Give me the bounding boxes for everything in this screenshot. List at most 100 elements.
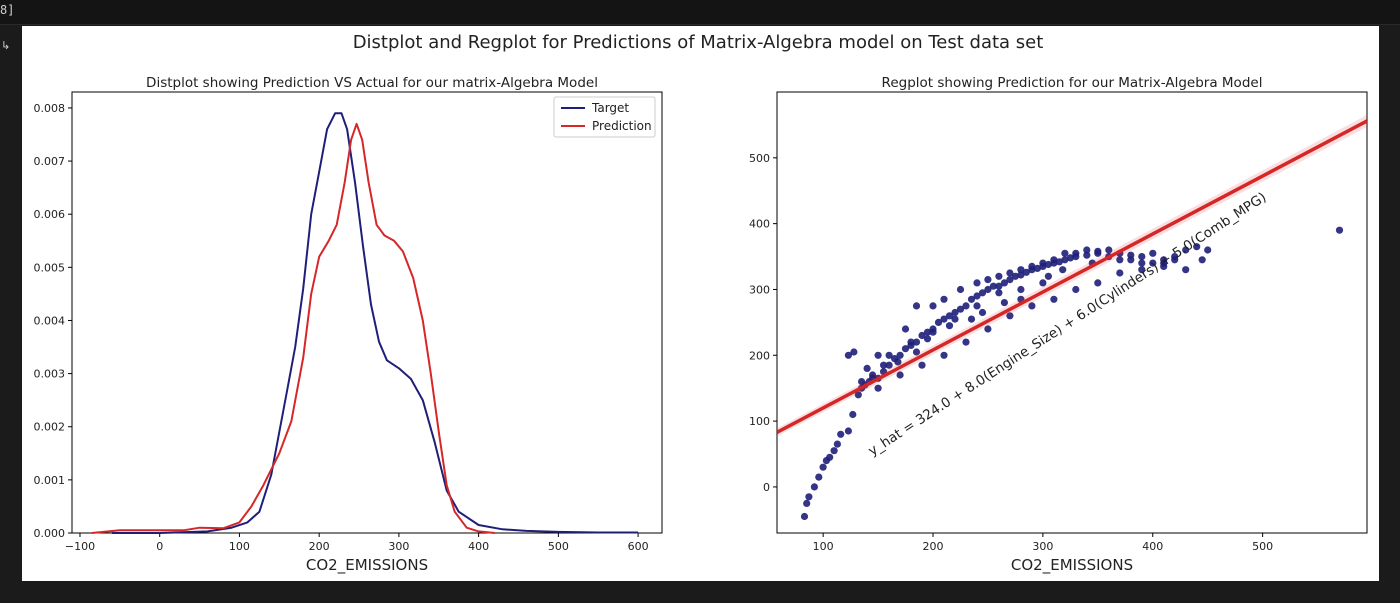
y-tick-label: 0.001 (34, 474, 66, 487)
scatter-point (1059, 266, 1067, 274)
scatter-point (1204, 246, 1212, 254)
x-tick-label: 100 (229, 540, 250, 553)
regplot-annotation: y_hat = 324.0 + 8.0(Engine_Size) + 6.0(C… (865, 189, 1269, 459)
y-tick-label: 0.006 (34, 208, 66, 221)
scatter-point (1017, 285, 1025, 294)
scatter-point (1138, 259, 1146, 267)
scatter-point (978, 289, 987, 297)
scatter-point (1138, 266, 1146, 274)
scatter-point (1182, 266, 1190, 274)
y-tick-label: 400 (749, 218, 770, 231)
scatter-point (956, 305, 965, 313)
x-tick-label: 500 (1252, 540, 1273, 553)
scatter-point (901, 325, 910, 333)
y-tick-label: 0.005 (34, 261, 66, 274)
scatter-point (967, 315, 976, 323)
scatter-point (1160, 256, 1168, 264)
legend-prediction-label: Prediction (592, 119, 652, 133)
legend-target-label: Target (591, 101, 629, 115)
scatter-point (995, 289, 1003, 297)
scatter-point (1116, 269, 1124, 277)
scatter-point (973, 302, 981, 310)
scatter-point (1094, 279, 1102, 287)
y-tick-label: 0.002 (34, 421, 66, 434)
scatter-point (1094, 247, 1102, 255)
x-tick-label: 600 (628, 540, 649, 553)
scatter-point (995, 282, 1003, 290)
scatter-point (945, 322, 954, 330)
scatter-point (1039, 259, 1047, 267)
scatter-point (849, 410, 857, 419)
x-tick-label: 300 (388, 540, 409, 553)
y-tick-label: 100 (749, 415, 770, 428)
distplot-x-ticks: −100 0 100 200 300 400 500 600 (65, 533, 649, 553)
scatter-point (1149, 249, 1157, 257)
scatter-point (1066, 254, 1074, 262)
scatter-point (863, 364, 871, 372)
distplot-axes-frame (71, 91, 663, 534)
scatter-point (951, 308, 959, 317)
scatter-point (1028, 262, 1036, 270)
scatter-point (934, 318, 943, 326)
y-tick-label: 0.008 (34, 102, 66, 115)
scatter-point (1061, 249, 1069, 257)
scatter-point (803, 499, 811, 507)
scatter-point (962, 338, 970, 346)
scatter-point (1028, 302, 1036, 310)
scatter-point (819, 463, 827, 471)
scatter-point (1044, 260, 1052, 269)
scatter-point (880, 361, 888, 369)
scatter-point (844, 427, 853, 435)
scatter-point (901, 345, 910, 353)
figure-suptitle: Distplot and Regplot for Predictions of … (353, 32, 1044, 53)
scatter-point (1055, 258, 1063, 266)
y-tick-label: 200 (749, 349, 770, 362)
regplot-x-ticks: 100 200 300 400 500 (813, 533, 1273, 553)
scatter-point (978, 308, 987, 317)
x-tick-label: 200 (309, 540, 330, 553)
scatter-point (826, 453, 834, 461)
scatter-point (1050, 295, 1058, 303)
scatter-point (1061, 256, 1069, 264)
scatter-point (1182, 246, 1190, 254)
scatter-point (907, 338, 915, 346)
scatter-point (918, 331, 926, 340)
regplot-axes-frame (776, 91, 1368, 534)
scatter-point (885, 351, 893, 359)
scatter-point (844, 351, 853, 359)
scatter-point (940, 295, 948, 303)
x-tick-label: 400 (468, 540, 489, 553)
scatter-point (1160, 262, 1168, 270)
y-tick-label: 0.000 (34, 527, 66, 540)
cell-prompt: 8] (0, 3, 15, 17)
scatter-point (912, 338, 921, 346)
regplot-x-label: CO2_EMISSIONS (1011, 556, 1133, 575)
scatter-point (896, 351, 904, 359)
scatter-point (1072, 285, 1080, 294)
scatter-point (810, 483, 819, 491)
scatter-point (854, 391, 862, 399)
scatter-point (984, 285, 992, 294)
x-tick-label: 100 (813, 540, 834, 553)
scatter-point (815, 473, 823, 481)
regplot-title: Regplot showing Prediction for our Matri… (882, 75, 1263, 91)
regplot-points (800, 226, 1344, 521)
x-tick-label: 300 (1032, 540, 1053, 553)
scatter-point (1072, 249, 1080, 257)
scatter-point (894, 358, 902, 366)
scatter-point (885, 361, 893, 369)
scatter-point (1039, 279, 1047, 287)
scatter-point (850, 348, 858, 356)
scatter-point (923, 335, 932, 343)
output-arrow-icon[interactable]: ↳ (1, 39, 11, 52)
scatter-point (1138, 253, 1146, 261)
scatter-point (923, 328, 932, 336)
scatter-point (951, 315, 959, 323)
scatter-point (945, 312, 954, 320)
scatter-point (1006, 312, 1014, 320)
scatter-point (874, 384, 882, 392)
regplot-chart: Regplot showing Prediction for our Matri… (749, 75, 1368, 575)
x-tick-label: 400 (1142, 540, 1163, 553)
scatter-point (973, 279, 981, 287)
scatter-point (833, 440, 842, 448)
